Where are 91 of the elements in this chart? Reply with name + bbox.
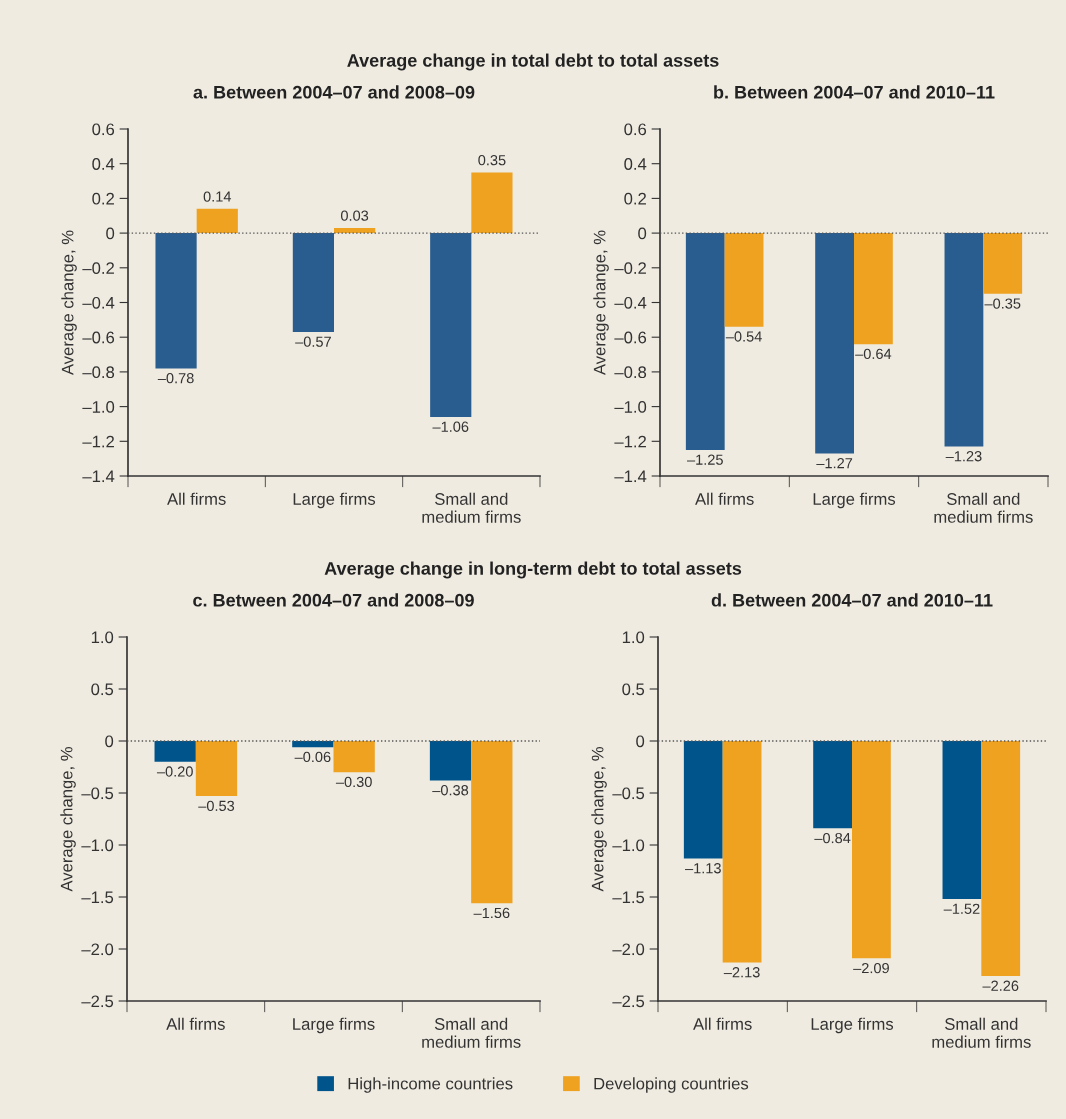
data-label: –1.25 (687, 454, 723, 465)
y-tick-label: 1.0 (91, 631, 114, 644)
y-tick-label: –0.2 (82, 262, 114, 274)
data-label: –2.13 (723, 967, 760, 978)
y-tick-label: –0.4 (614, 296, 647, 309)
y-tick-label: 0.5 (91, 683, 114, 696)
data-label: –0.38 (432, 785, 469, 796)
y-tick-label: –0.5 (612, 787, 645, 800)
y-tick-label: 1.0 (622, 631, 645, 644)
bar (196, 208, 238, 234)
y-tick-label: 0 (105, 735, 114, 748)
data-label: –1.56 (473, 907, 510, 919)
chart-title: a. Between 2004–07 and 2008–09 (193, 85, 475, 99)
data-label: –1.52 (943, 903, 980, 914)
x-tick-label: All firms (695, 492, 754, 505)
y-tick-label: 0 (636, 735, 645, 748)
data-label: –0.06 (294, 751, 331, 763)
y-tick-label: 0.6 (624, 123, 647, 136)
y-axis-title: Average change, % (60, 747, 76, 892)
y-tick-label: 0.2 (92, 192, 114, 205)
y-tick-label: 0.6 (92, 123, 115, 136)
x-tick-label: Large firms (293, 1017, 375, 1034)
data-label: 0.03 (340, 210, 369, 221)
x-tick-label: All firms (693, 1017, 752, 1030)
x-tick-label: All firms (167, 492, 226, 505)
y-tick-label: –1.0 (614, 401, 647, 413)
x-tick-label: All firms (166, 1017, 225, 1030)
y-tick-label: –0.8 (82, 366, 115, 379)
y-tick-label: 0.5 (622, 683, 645, 696)
data-label: –0.54 (725, 331, 762, 342)
y-tick-label: –1.0 (612, 839, 645, 852)
y-tick-label: 0.4 (624, 158, 647, 170)
y-tick-label: 0.4 (92, 158, 115, 170)
text: Average change in long-term debt to total assets (324, 561, 742, 579)
y-tick-label: 0 (106, 227, 115, 240)
x-tick-label: Large firms (813, 492, 896, 509)
y-tick-label: –1.5 (612, 891, 645, 904)
y-tick-label: –0.4 (82, 296, 115, 309)
data-label: –0.84 (814, 832, 851, 844)
data-label: –1.06 (432, 421, 469, 432)
data-label: –1.13 (685, 863, 721, 874)
y-tick-label: –1.4 (82, 470, 115, 483)
y-tick-label: –2.0 (81, 943, 114, 956)
y-tick-label: –2.5 (81, 995, 114, 1008)
x-tick-label: Small and medium firms (932, 1017, 1031, 1048)
y-tick-label: –1.0 (82, 401, 115, 413)
data-label: –0.64 (855, 348, 892, 360)
y-tick-label: –1.5 (81, 891, 114, 904)
y-tick-label: –0.2 (614, 262, 646, 274)
data-label: 0.14 (203, 191, 232, 202)
x-tick-label: Large firms (811, 1017, 894, 1034)
chart-title: b. Between 2004–07 and 2010–11 (714, 85, 995, 99)
data-label: –0.30 (335, 776, 372, 788)
y-tick-label: –1.2 (614, 435, 646, 448)
data-label: –0.57 (295, 336, 331, 347)
y-tick-label: –0.5 (81, 787, 114, 800)
y-tick-label: –0.8 (614, 366, 647, 379)
y-tick-label: –0.6 (82, 331, 115, 344)
y-tick-label: –1.2 (82, 435, 114, 448)
x-tick-label: Small and medium firms (934, 492, 1033, 523)
y-tick-label: 0 (638, 227, 647, 240)
data-label: –1.27 (816, 458, 853, 469)
y-tick-label: 0.2 (624, 192, 646, 205)
x-tick-label: Large firms (293, 492, 376, 509)
bar (292, 233, 334, 332)
x-tick-label: Small and medium firms (422, 1017, 521, 1048)
data-label: –1.23 (945, 451, 982, 462)
y-axis-title: Average change, % (591, 747, 607, 892)
data-label: –0.20 (156, 766, 193, 777)
data-label: –2.26 (982, 980, 1019, 991)
bar (471, 172, 513, 234)
y-tick-label: –2.0 (612, 943, 645, 956)
data-label: –0.53 (198, 800, 235, 811)
bar (155, 233, 197, 369)
data-label: –2.09 (853, 962, 889, 974)
y-axis-title: Average change, % (593, 230, 609, 376)
y-axis-title: Average change, % (61, 230, 77, 376)
y-tick-label: –1.0 (81, 839, 114, 852)
chart-title: c. Between 2004–07 and 2008–09 (193, 593, 474, 607)
legend-label: Developing countries (594, 1077, 749, 1093)
data-label: 0.35 (478, 155, 506, 166)
data-label: –0.35 (984, 298, 1021, 309)
y-tick-label: –2.5 (612, 995, 645, 1008)
bar (430, 233, 472, 418)
x-tick-label: Small and medium firms (422, 492, 521, 523)
data-label: –0.78 (157, 372, 194, 384)
chart-title: d. Between 2004–07 and 2010–11 (711, 593, 993, 607)
y-tick-label: –0.6 (614, 331, 647, 344)
y-tick-label: –1.4 (614, 470, 647, 483)
legend-label: High-income countries (348, 1077, 513, 1093)
text: Average change in total debt to total assets (347, 53, 719, 71)
